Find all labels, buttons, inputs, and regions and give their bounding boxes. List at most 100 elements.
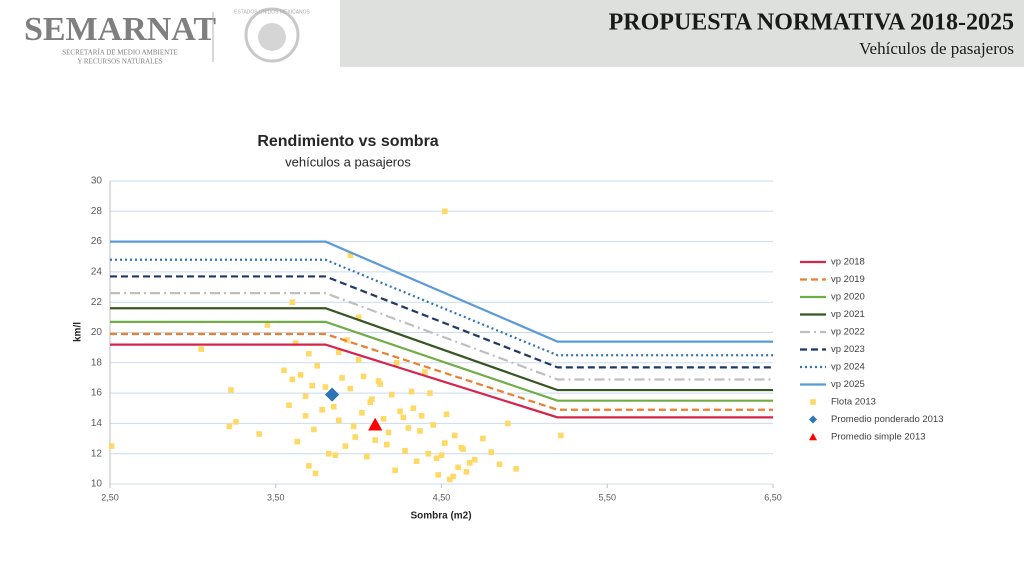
legend-label: vp 2021 — [831, 309, 865, 320]
legend-label: Promedio simple 2013 — [831, 432, 926, 443]
scatter-point — [451, 432, 458, 439]
y-tick-label: 22 — [91, 297, 103, 308]
legend-label: vp 2024 — [831, 362, 865, 373]
scatter-point — [408, 388, 415, 395]
chart-title: Rendimiento vs sombra — [257, 133, 438, 150]
scatter-point — [264, 322, 271, 328]
scatter-point — [422, 369, 428, 375]
legend-label: Flota 2013 — [831, 397, 876, 408]
y-axis-label: km/l — [73, 322, 84, 342]
scatter-point — [400, 414, 407, 421]
scatter-point — [388, 391, 395, 398]
scatter-point — [392, 467, 398, 474]
y-tick-label: 16 — [91, 388, 103, 399]
logo-line: SECRETARÍA DE MEDIO AMBIENTE — [62, 49, 178, 57]
scatter-point — [347, 385, 354, 392]
scatter-point — [289, 376, 296, 383]
scatter-point — [372, 437, 378, 443]
scatter-point — [385, 429, 392, 436]
scatter-point — [108, 443, 115, 449]
scatter-point — [332, 452, 339, 459]
y-tick-label: 30 — [91, 176, 103, 187]
x-tick-label: 2,50 — [101, 492, 119, 502]
scatter-point — [375, 378, 382, 384]
scatter-point — [297, 372, 304, 378]
legend-label: Promedio ponderado 2013 — [831, 414, 944, 425]
scatter-point — [384, 441, 390, 448]
scatter-point — [397, 408, 403, 415]
scatter-point — [355, 314, 362, 321]
scatter-point — [425, 450, 432, 457]
scatter-point — [289, 299, 296, 305]
series-line — [110, 240, 773, 343]
scatter-point — [480, 435, 486, 442]
scatter-point — [314, 363, 320, 369]
scatter-point — [450, 473, 456, 480]
scatter-point — [427, 390, 433, 396]
y-tick-label: 10 — [91, 479, 103, 490]
scatter-point — [446, 476, 453, 483]
x-tick-label: 4,50 — [433, 492, 451, 502]
scatter-point — [377, 381, 383, 387]
scatter-point — [302, 393, 309, 399]
y-tick-label: 12 — [91, 448, 103, 459]
scatter-point — [405, 425, 412, 431]
scatter-point — [292, 340, 299, 346]
scatter-point — [367, 399, 374, 405]
legend-label: vp 2019 — [831, 274, 865, 285]
logo-line: Y RECURSOS NATURALES — [77, 58, 162, 66]
scatter-point — [322, 384, 329, 390]
legend-swatch — [810, 399, 816, 405]
scatter-point — [442, 208, 448, 215]
scatter-point — [368, 417, 383, 431]
legend-label: vp 2025 — [831, 379, 865, 390]
scatter-point — [455, 464, 461, 471]
scatter-point — [359, 409, 365, 416]
scatter-point — [198, 346, 204, 352]
scatter-point — [430, 422, 437, 428]
chart-subtitle: vehículos a pasajeros — [285, 154, 411, 169]
y-tick-label: 26 — [91, 236, 103, 247]
emblem-center — [258, 23, 286, 51]
scatter-point — [488, 449, 495, 455]
scatter-point — [402, 447, 408, 454]
scatter-point — [496, 461, 503, 468]
scatter-point — [281, 367, 287, 374]
scatter-point — [466, 459, 473, 466]
series-line — [110, 320, 773, 402]
scatter-point — [505, 420, 511, 427]
scatter-point — [306, 463, 312, 469]
scatter-point — [558, 432, 564, 439]
logo: SEMARNAT — [24, 11, 216, 48]
scatter-point — [325, 387, 340, 402]
x-axis-label: Sombra (m2) — [410, 511, 471, 522]
x-tick-label: 5,50 — [598, 492, 616, 502]
scatter-point — [311, 426, 317, 433]
scatter-point — [438, 452, 445, 459]
scatter-point — [325, 450, 332, 457]
scatter-point — [460, 446, 466, 452]
legend-label: vp 2022 — [831, 327, 865, 338]
scatter-point — [463, 469, 470, 475]
header-banner — [340, 0, 1024, 67]
scatter-point — [306, 350, 312, 357]
slide-title: PROPUESTA NORMATIVA 2018-2025 — [609, 10, 1014, 36]
scatter-point — [393, 360, 400, 366]
scatter-point — [309, 382, 316, 389]
series-line — [110, 307, 773, 392]
scatter-point — [360, 373, 367, 380]
scatter-point — [413, 458, 420, 465]
scatter-point — [294, 438, 301, 445]
legend-label: vp 2020 — [831, 292, 865, 303]
scatter-point — [380, 416, 387, 422]
scatter-point — [433, 455, 440, 462]
scatter-point — [330, 403, 337, 410]
slide-subtitle: Vehículos de pasajeros — [859, 39, 1014, 58]
scatter-point — [302, 413, 309, 419]
emblem-text: ESTADOS UNIDOS MEXICANOS — [234, 9, 310, 15]
scatter-point — [352, 434, 359, 440]
series-line — [110, 258, 773, 357]
scatter-point — [319, 406, 325, 413]
scatter-point — [335, 349, 342, 355]
